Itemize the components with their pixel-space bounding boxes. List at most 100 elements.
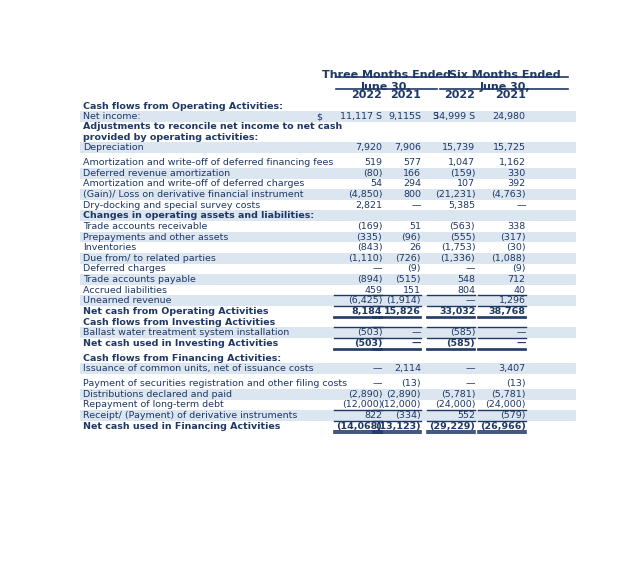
Bar: [80, 111, 576, 122]
Text: (1,914): (1,914): [387, 296, 421, 305]
Text: —: —: [412, 328, 421, 337]
Bar: [80, 122, 576, 143]
Text: (1,753): (1,753): [440, 243, 476, 252]
Text: Inventories: Inventories: [83, 243, 136, 252]
Text: 552: 552: [457, 411, 476, 420]
Bar: [80, 178, 576, 189]
Text: 8,184: 8,184: [352, 307, 382, 316]
Text: (4,850): (4,850): [348, 190, 382, 199]
Text: Dry-docking and special survey costs: Dry-docking and special survey costs: [83, 201, 260, 209]
Text: (579): (579): [500, 411, 525, 420]
Text: Payment of securities registration and other filing costs: Payment of securities registration and o…: [83, 379, 348, 388]
Text: Deferred revenue amortization: Deferred revenue amortization: [83, 168, 230, 178]
Text: (159): (159): [450, 168, 476, 178]
Text: 33,032: 33,032: [439, 307, 476, 316]
Text: (2,890): (2,890): [348, 389, 382, 399]
Text: 24,980: 24,980: [493, 113, 525, 121]
Text: Changes in operating assets and liabilities:: Changes in operating assets and liabilit…: [83, 211, 314, 220]
Text: 1,162: 1,162: [499, 158, 525, 167]
Text: 2022: 2022: [351, 91, 382, 100]
Bar: [80, 221, 576, 232]
Text: (12,000): (12,000): [342, 400, 382, 410]
Text: (24,000): (24,000): [435, 400, 476, 410]
Text: Trade accounts payable: Trade accounts payable: [83, 275, 196, 284]
Text: (2,890): (2,890): [387, 389, 421, 399]
Text: (14,068): (14,068): [337, 422, 382, 430]
Text: (21,231): (21,231): [435, 190, 476, 199]
Bar: [80, 327, 576, 338]
Text: —: —: [372, 379, 382, 388]
Text: 822: 822: [364, 411, 382, 420]
Text: (317): (317): [500, 233, 525, 242]
Text: Due from/ to related parties: Due from/ to related parties: [83, 254, 216, 263]
Text: (335): (335): [356, 233, 382, 242]
Text: Amortization and write-off of deferred financing fees: Amortization and write-off of deferred f…: [83, 158, 333, 167]
Text: 3,407: 3,407: [499, 364, 525, 373]
Text: (29,229): (29,229): [429, 422, 476, 430]
Text: —: —: [466, 264, 476, 273]
Text: 26: 26: [409, 243, 421, 252]
Text: (585): (585): [447, 339, 476, 348]
Text: Issuance of common units, net of issuance costs: Issuance of common units, net of issuanc…: [83, 364, 314, 373]
Text: (5,781): (5,781): [491, 389, 525, 399]
Text: (169): (169): [356, 222, 382, 231]
Text: (515): (515): [396, 275, 421, 284]
Bar: [80, 389, 576, 399]
Text: Depreciation: Depreciation: [83, 143, 144, 152]
Bar: [80, 168, 576, 178]
Text: 2021: 2021: [390, 91, 421, 100]
Text: S: S: [433, 113, 438, 121]
Text: Three Months Ended
June 30,: Three Months Ended June 30,: [322, 70, 451, 92]
Text: 392: 392: [508, 179, 525, 189]
Bar: [80, 153, 576, 158]
Bar: [80, 253, 576, 264]
Text: (585): (585): [450, 328, 476, 337]
Text: (9): (9): [408, 264, 421, 273]
Text: 712: 712: [508, 275, 525, 284]
Text: 1,296: 1,296: [499, 296, 525, 305]
Text: Unearned revenue: Unearned revenue: [83, 296, 172, 305]
Text: 548: 548: [457, 275, 476, 284]
Text: 338: 338: [508, 222, 525, 231]
Text: (6,425): (6,425): [348, 296, 382, 305]
Text: Repayment of long-term debt: Repayment of long-term debt: [83, 400, 224, 410]
Text: (1,110): (1,110): [348, 254, 382, 263]
Bar: [80, 285, 576, 295]
Bar: [80, 211, 576, 221]
Text: (894): (894): [356, 275, 382, 284]
Text: 7,920: 7,920: [355, 143, 382, 152]
Text: (96): (96): [401, 233, 421, 242]
Bar: [80, 158, 576, 168]
Text: 166: 166: [403, 168, 421, 178]
Bar: [80, 317, 576, 327]
Bar: [80, 306, 576, 317]
Text: Net cash used in Financing Activities: Net cash used in Financing Activities: [83, 422, 280, 430]
Text: 38,768: 38,768: [488, 307, 525, 316]
Bar: [80, 242, 576, 253]
Text: 51: 51: [409, 222, 421, 231]
Text: 2022: 2022: [444, 91, 476, 100]
Text: 2,821: 2,821: [355, 201, 382, 209]
Text: (503): (503): [354, 339, 382, 348]
Text: 34,999 S: 34,999 S: [433, 113, 476, 121]
Text: 15,725: 15,725: [493, 143, 525, 152]
Bar: [80, 200, 576, 211]
Text: Prepayments and other assets: Prepayments and other assets: [83, 233, 228, 242]
Text: Ballast water treatment system installation: Ballast water treatment system installat…: [83, 328, 289, 337]
Text: Adjustments to reconcile net income to net cash
provided by operating activities: Adjustments to reconcile net income to n…: [83, 122, 342, 142]
Bar: [80, 421, 576, 432]
Text: (503): (503): [356, 328, 382, 337]
Text: Trade accounts receivable: Trade accounts receivable: [83, 222, 207, 231]
Text: Amortization and write-off of deferred charges: Amortization and write-off of deferred c…: [83, 179, 305, 189]
Text: (1,088): (1,088): [491, 254, 525, 263]
Text: (9): (9): [512, 264, 525, 273]
Text: (12,000): (12,000): [381, 400, 421, 410]
Bar: [80, 189, 576, 200]
Bar: [80, 143, 576, 153]
Text: 40: 40: [514, 286, 525, 295]
Text: 11,117 S: 11,117 S: [340, 113, 382, 121]
Text: 330: 330: [508, 168, 525, 178]
Bar: [80, 374, 576, 379]
Text: 9,115S: 9,115S: [388, 113, 421, 121]
Text: —: —: [516, 339, 525, 348]
